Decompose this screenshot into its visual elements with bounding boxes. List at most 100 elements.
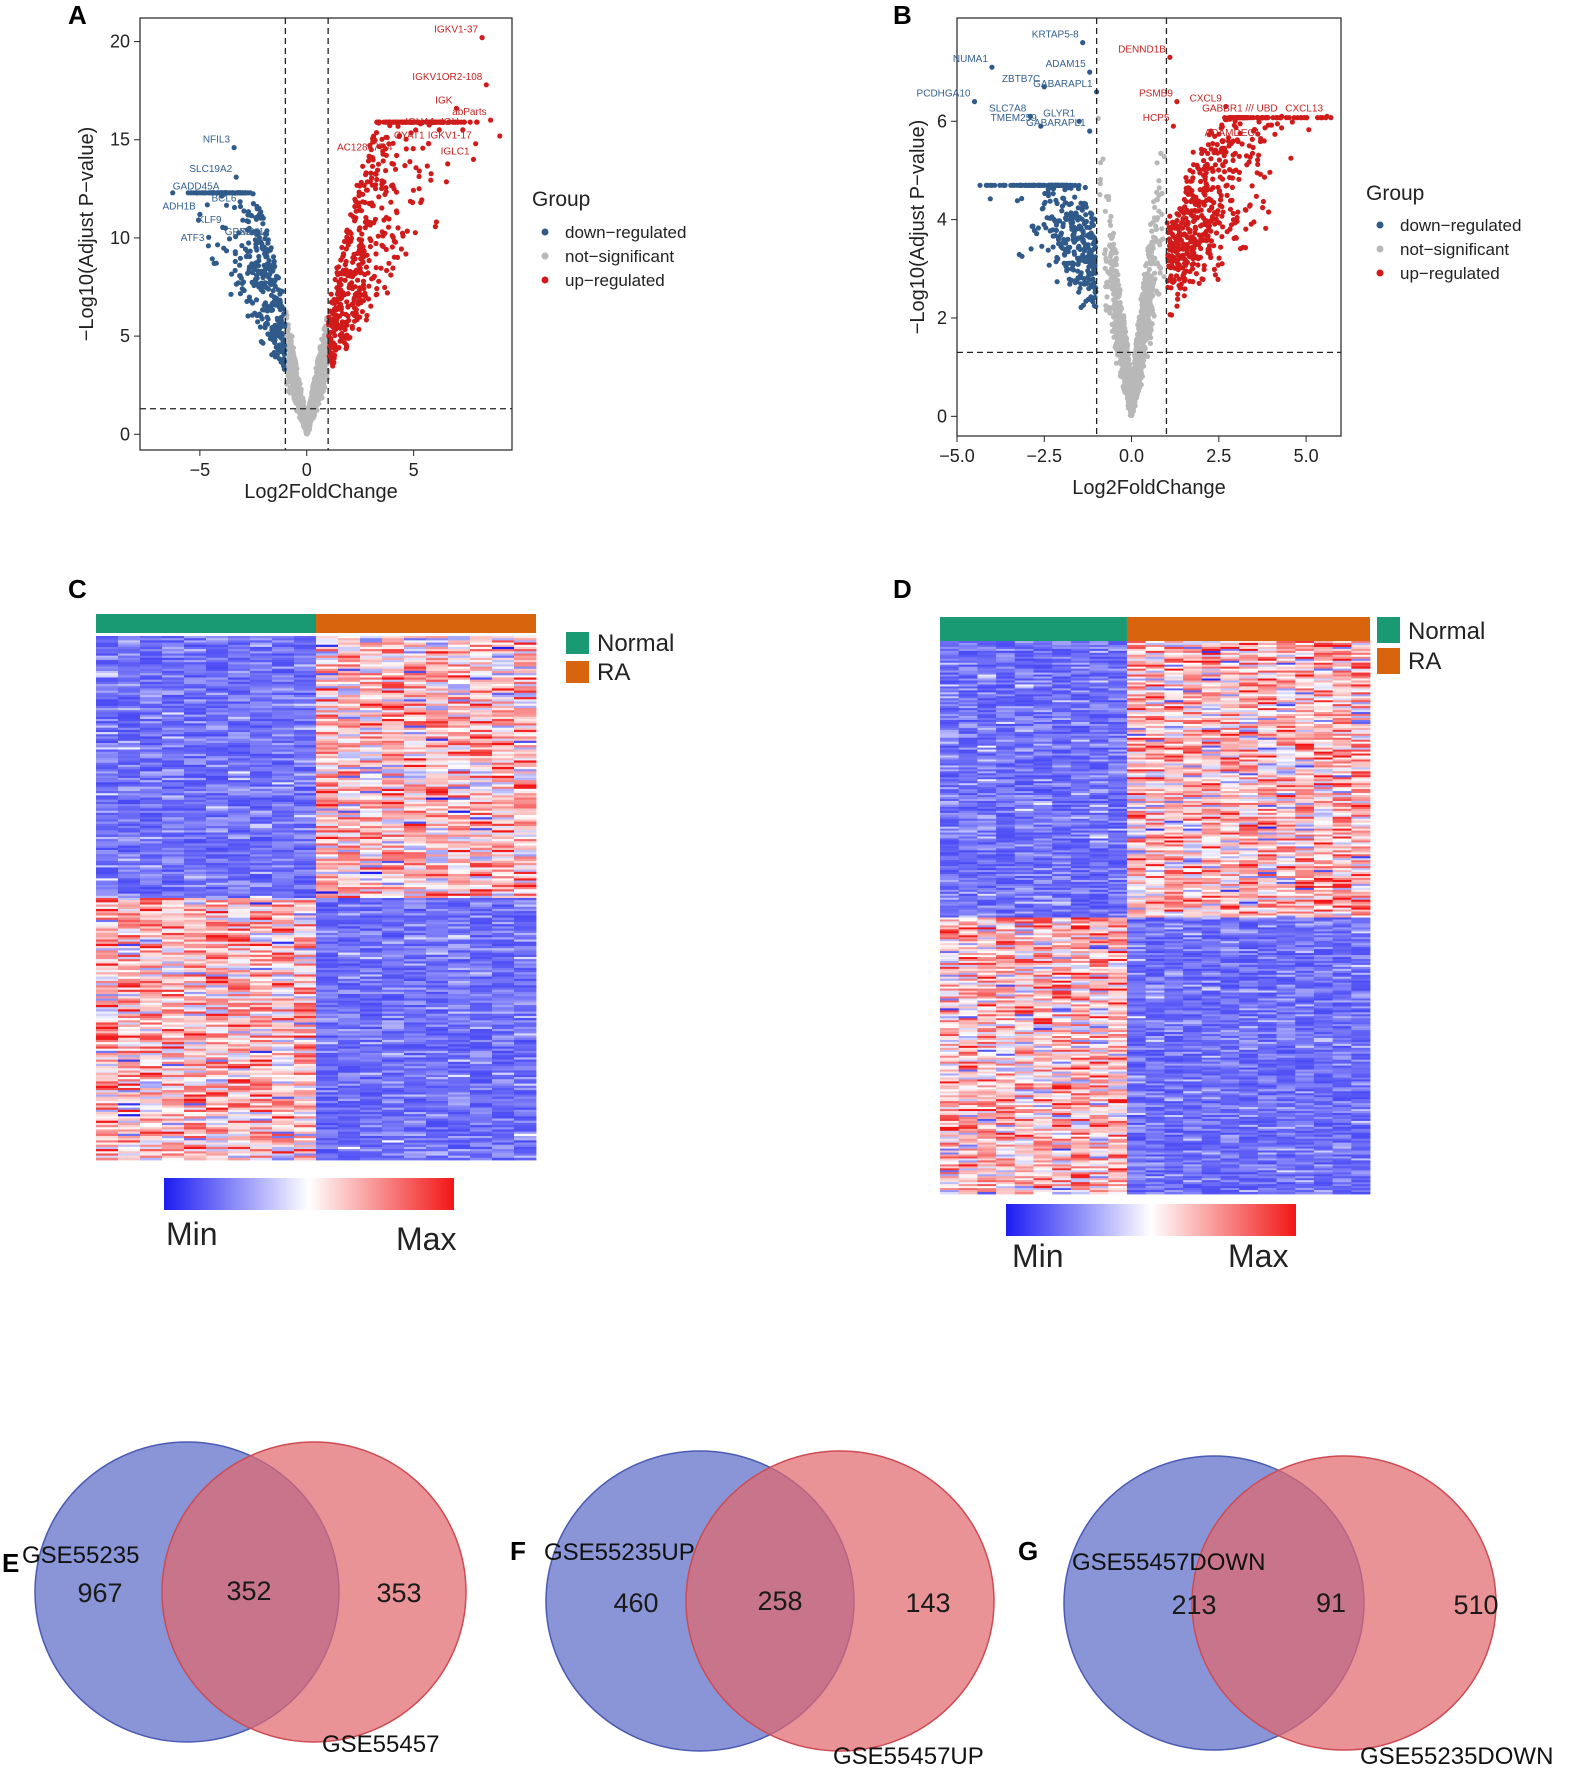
point-up	[1175, 296, 1181, 302]
point-down	[232, 267, 238, 274]
y-tick-label: 10	[110, 228, 130, 248]
point-up	[1255, 157, 1261, 163]
point-ns	[319, 395, 325, 401]
point-up	[1255, 161, 1261, 167]
point-down	[1050, 233, 1056, 239]
point-down	[1067, 244, 1073, 250]
point-up	[1236, 176, 1242, 182]
point-up	[369, 175, 375, 181]
point-up	[357, 207, 363, 213]
point-down	[997, 182, 1003, 188]
point-up	[1289, 119, 1295, 125]
point-ns	[1139, 323, 1145, 329]
point-up	[1231, 235, 1237, 241]
point-up	[331, 360, 337, 366]
point-up	[418, 199, 424, 206]
point-down	[1045, 193, 1051, 199]
point-up	[366, 283, 372, 289]
point-down	[259, 241, 265, 247]
gene-label: IGH	[441, 117, 459, 128]
x-tick-label: 2.5	[1206, 446, 1231, 466]
point-up	[1256, 119, 1262, 125]
point-down	[268, 292, 275, 298]
point-down	[1081, 276, 1087, 282]
legend-dot-up-a	[541, 276, 549, 284]
point-ns	[316, 401, 322, 407]
point-down	[1042, 199, 1048, 205]
point-ns	[1107, 232, 1113, 239]
point-down	[1077, 285, 1083, 291]
point-up	[1172, 222, 1178, 228]
point-ns	[300, 411, 306, 417]
point-ns	[1140, 291, 1146, 297]
point-down	[258, 287, 264, 293]
point-up	[363, 172, 369, 178]
point-down	[1075, 245, 1081, 251]
gene-label: IGKV1-17	[428, 131, 472, 142]
point-up	[1207, 219, 1213, 225]
point-up	[352, 196, 358, 202]
point-up	[1174, 303, 1180, 309]
point-down	[252, 277, 259, 283]
point-up	[1214, 142, 1220, 148]
point-down	[1088, 251, 1094, 257]
y-tick-label: 0	[120, 424, 130, 444]
gene-label: KRTAP5-8	[1032, 30, 1079, 41]
point-down	[1034, 231, 1040, 237]
point-up	[1301, 115, 1307, 121]
point-down	[250, 300, 256, 306]
point-down	[267, 306, 273, 312]
point-up	[1243, 226, 1249, 232]
point-down	[272, 282, 278, 288]
point-ns	[1158, 150, 1164, 156]
point-down	[255, 319, 261, 325]
x-tick-label: −5	[190, 460, 211, 480]
point-up	[1216, 220, 1222, 226]
point-ns	[1116, 293, 1122, 299]
heatmap-c: C Normal RA Min Max	[68, 574, 674, 1257]
point-up	[328, 299, 334, 305]
point-down	[1017, 182, 1024, 188]
point-up	[374, 291, 380, 297]
point-down	[1055, 237, 1062, 243]
point-up	[407, 198, 413, 204]
point-up	[357, 265, 363, 272]
legend-dot-down-a	[541, 228, 549, 236]
point-up	[326, 333, 332, 339]
point-up	[428, 171, 434, 177]
point-up	[352, 284, 358, 290]
point-ns	[291, 367, 297, 373]
point-ns	[311, 400, 317, 406]
point-up	[403, 251, 409, 257]
point-up	[328, 291, 334, 297]
point-ns	[324, 375, 330, 381]
point-ns	[1108, 277, 1114, 284]
gene-label: CYAT1	[394, 131, 425, 142]
gene-label: IGKV1-37	[434, 25, 478, 36]
point-ns	[308, 414, 314, 420]
point-up	[343, 246, 349, 252]
point-down	[245, 212, 251, 218]
gene-label: AC128677.4	[337, 142, 393, 153]
point-down	[215, 242, 221, 248]
point-up	[1237, 121, 1243, 127]
point-up	[1174, 211, 1180, 217]
point-up	[1201, 158, 1207, 164]
point-ns	[1140, 310, 1146, 316]
point-up	[1199, 276, 1205, 282]
point-up	[1208, 156, 1214, 162]
point-up	[1191, 236, 1197, 242]
point-up	[1193, 194, 1199, 200]
point-up	[1246, 143, 1252, 149]
point-up	[1193, 208, 1199, 214]
point-down	[205, 243, 211, 249]
point-down	[1060, 245, 1066, 251]
point-ns	[1119, 318, 1125, 325]
point-ns	[1130, 366, 1136, 372]
legend-ns-b: not−significant	[1400, 240, 1509, 259]
point-down	[252, 237, 258, 243]
point-up	[350, 310, 356, 316]
point-down	[237, 203, 244, 210]
point-down	[233, 174, 239, 180]
point-up	[1218, 244, 1224, 250]
